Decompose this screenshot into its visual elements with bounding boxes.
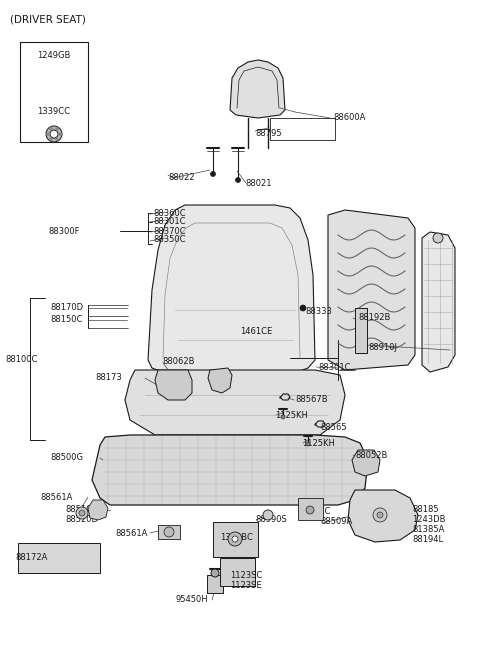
- Text: 1125KH: 1125KH: [275, 411, 308, 419]
- Text: 1123SC: 1123SC: [230, 570, 262, 580]
- Text: 88052B: 88052B: [355, 450, 387, 459]
- Text: 88333: 88333: [305, 306, 332, 315]
- Circle shape: [76, 507, 88, 519]
- Circle shape: [300, 305, 306, 311]
- Text: 88561A: 88561A: [115, 528, 147, 537]
- Circle shape: [46, 126, 62, 142]
- Text: 88509A: 88509A: [320, 517, 352, 526]
- Text: 88795: 88795: [255, 129, 282, 138]
- Circle shape: [211, 171, 216, 177]
- Polygon shape: [88, 500, 108, 520]
- Bar: [298, 498, 323, 520]
- Bar: [18, 543, 100, 573]
- Circle shape: [373, 508, 387, 522]
- Text: 88350C: 88350C: [153, 236, 185, 245]
- Polygon shape: [155, 370, 192, 400]
- Polygon shape: [148, 205, 315, 373]
- Text: 88567B: 88567B: [295, 395, 328, 404]
- Text: 88360C: 88360C: [153, 208, 186, 217]
- Text: 88301C: 88301C: [318, 363, 350, 373]
- Bar: [20, 42, 88, 142]
- Polygon shape: [348, 490, 418, 542]
- Circle shape: [50, 130, 58, 138]
- Text: 88170D: 88170D: [50, 304, 83, 313]
- Circle shape: [56, 127, 59, 130]
- Text: 1339BC: 1339BC: [220, 532, 253, 541]
- Text: 1461CE: 1461CE: [240, 328, 272, 336]
- Circle shape: [236, 177, 240, 182]
- Bar: [158, 525, 180, 539]
- Bar: [220, 558, 255, 586]
- Text: 88062B: 88062B: [162, 358, 194, 367]
- Text: 88600A: 88600A: [333, 114, 365, 123]
- Polygon shape: [125, 370, 345, 435]
- Text: 88300F: 88300F: [48, 227, 80, 236]
- Polygon shape: [92, 435, 368, 505]
- Circle shape: [377, 512, 383, 518]
- Text: 88561A: 88561A: [40, 493, 72, 502]
- Text: 1339CC: 1339CC: [37, 108, 71, 117]
- Text: 81385A: 81385A: [412, 526, 444, 535]
- Circle shape: [281, 415, 285, 419]
- Text: 88370C: 88370C: [153, 227, 186, 236]
- Text: 88022: 88022: [168, 173, 194, 182]
- Text: (DRIVER SEAT): (DRIVER SEAT): [10, 14, 86, 24]
- Polygon shape: [208, 368, 232, 393]
- Circle shape: [164, 527, 174, 537]
- Text: 88021: 88021: [245, 178, 272, 188]
- Circle shape: [49, 138, 52, 141]
- Polygon shape: [352, 450, 380, 476]
- Text: 88500G: 88500G: [50, 454, 83, 463]
- Circle shape: [263, 510, 273, 520]
- Text: 95450H: 95450H: [175, 596, 208, 604]
- Text: 88910J: 88910J: [368, 343, 397, 352]
- Text: 88565: 88565: [320, 424, 347, 432]
- Polygon shape: [328, 210, 415, 370]
- Text: 88194L: 88194L: [412, 535, 443, 545]
- Text: 88192B: 88192B: [358, 313, 390, 323]
- Circle shape: [306, 506, 314, 514]
- Text: 88172A: 88172A: [15, 554, 48, 563]
- Bar: [270, 118, 335, 140]
- Circle shape: [79, 510, 85, 516]
- Circle shape: [211, 569, 219, 577]
- Text: 88301C: 88301C: [153, 217, 185, 227]
- Circle shape: [433, 233, 443, 243]
- Circle shape: [232, 536, 238, 542]
- Polygon shape: [230, 60, 285, 118]
- Polygon shape: [422, 232, 455, 372]
- Bar: [207, 575, 223, 593]
- Bar: [213, 522, 258, 557]
- Text: 1243DB: 1243DB: [412, 515, 445, 524]
- Bar: [355, 308, 367, 353]
- Circle shape: [56, 138, 59, 141]
- Circle shape: [47, 132, 49, 136]
- Circle shape: [59, 132, 61, 136]
- Text: 88510E: 88510E: [65, 506, 97, 515]
- Text: 88173: 88173: [95, 373, 122, 382]
- Text: 88990S: 88990S: [255, 515, 287, 524]
- Circle shape: [306, 442, 310, 446]
- Text: 1123SE: 1123SE: [230, 580, 262, 589]
- Circle shape: [49, 127, 52, 130]
- Text: 88514C: 88514C: [298, 508, 330, 517]
- Text: 88185: 88185: [412, 506, 439, 515]
- Text: 88520D: 88520D: [65, 515, 98, 524]
- Circle shape: [228, 532, 242, 546]
- Text: 1249GB: 1249GB: [37, 51, 71, 60]
- Text: 1125KH: 1125KH: [302, 439, 335, 448]
- Text: 88100C: 88100C: [5, 356, 37, 365]
- Text: 88150C: 88150C: [50, 315, 83, 324]
